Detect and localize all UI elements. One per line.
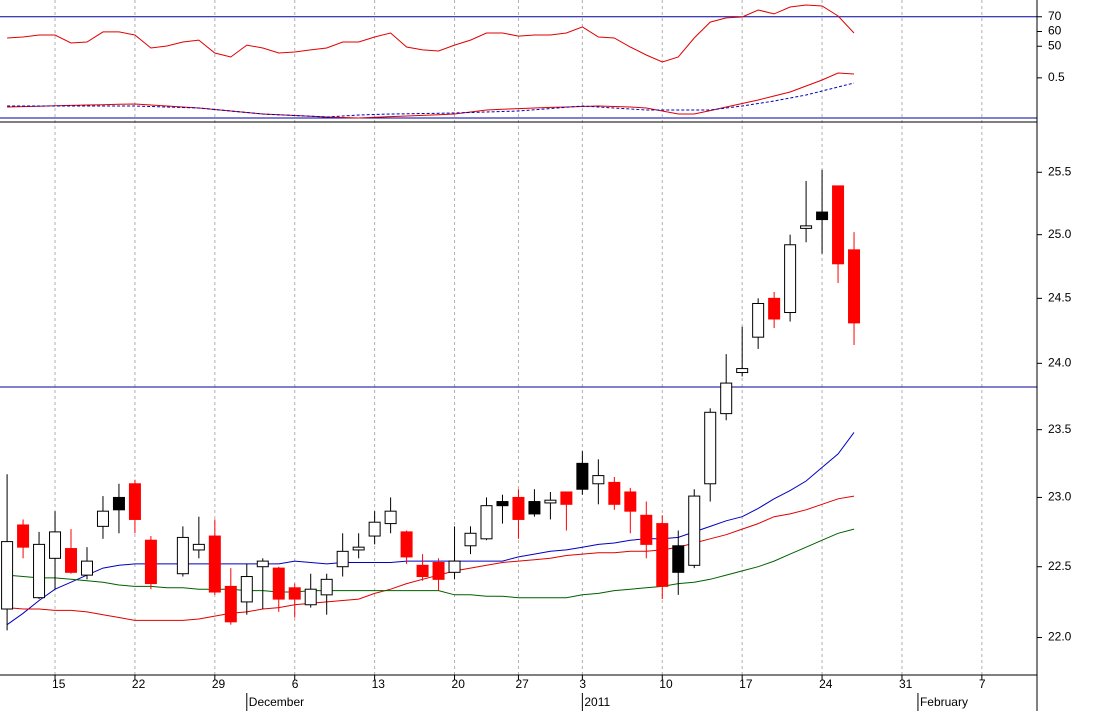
candle-body bbox=[672, 545, 685, 573]
indicator-line bbox=[7, 82, 855, 118]
y-tick-label: 25.0 bbox=[1048, 227, 1072, 241]
month-label: 2011 bbox=[584, 695, 610, 709]
candle-body bbox=[288, 587, 301, 600]
x-tick-label: 24 bbox=[819, 677, 833, 691]
candle-body bbox=[576, 462, 589, 490]
candle-body bbox=[512, 496, 525, 520]
candle-body bbox=[320, 578, 333, 596]
x-tick-label: 7 bbox=[979, 677, 986, 691]
x-tick-label: 6 bbox=[292, 677, 299, 691]
moving-average bbox=[7, 528, 855, 599]
candle-body bbox=[1, 541, 14, 610]
candle-body bbox=[400, 531, 413, 558]
candle-body bbox=[688, 495, 701, 566]
y-tick-label: 23.5 bbox=[1048, 422, 1072, 436]
candle-body bbox=[65, 548, 78, 573]
indicator-line bbox=[7, 4, 855, 63]
candle-body bbox=[224, 585, 237, 623]
x-tick-label: 22 bbox=[132, 677, 146, 691]
candle-body bbox=[272, 567, 285, 600]
y2-tick-label: 0.5 bbox=[1048, 70, 1065, 84]
candle-body bbox=[256, 560, 269, 568]
y-tick-label: 25.5 bbox=[1048, 164, 1072, 178]
candle-body bbox=[656, 523, 669, 587]
candle-body bbox=[752, 302, 765, 338]
candle-body bbox=[736, 368, 749, 374]
candle-body bbox=[624, 491, 637, 512]
candle-body bbox=[384, 510, 397, 525]
candle-body bbox=[640, 514, 653, 545]
candle-body bbox=[448, 560, 461, 573]
x-tick-label: 15 bbox=[52, 677, 66, 691]
x-tick-label: 3 bbox=[579, 677, 586, 691]
x-tick-label: 29 bbox=[212, 677, 226, 691]
x-tick-label: 31 bbox=[899, 677, 913, 691]
candle-body bbox=[336, 550, 349, 568]
x-tick-label: 20 bbox=[452, 677, 466, 691]
candle-body bbox=[192, 543, 205, 551]
month-label: February bbox=[920, 695, 968, 709]
candle-body bbox=[368, 521, 381, 537]
candle-body bbox=[17, 524, 30, 548]
candle-body bbox=[800, 225, 813, 229]
candle-body bbox=[144, 539, 157, 585]
y-tick-label: 50 bbox=[1048, 38, 1062, 52]
candle-body bbox=[608, 481, 621, 505]
candle-body bbox=[560, 491, 573, 505]
candle-body bbox=[128, 483, 141, 520]
candle-body bbox=[480, 505, 493, 540]
candle-body bbox=[49, 531, 62, 559]
candle-body bbox=[304, 588, 317, 606]
moving-average bbox=[7, 495, 855, 621]
candle-body bbox=[544, 499, 557, 504]
candle-body bbox=[416, 564, 429, 578]
y-tick-label: 23.0 bbox=[1048, 490, 1072, 504]
x-tick-label: 17 bbox=[739, 677, 753, 691]
x-tick-label: 10 bbox=[659, 677, 673, 691]
candle-body bbox=[208, 535, 221, 593]
candle-body bbox=[592, 475, 605, 485]
month-label: December bbox=[249, 695, 304, 709]
candle-body bbox=[832, 185, 845, 265]
candle-body bbox=[464, 532, 477, 547]
x-tick-label: 13 bbox=[372, 677, 386, 691]
candle-body bbox=[528, 501, 541, 515]
candle-body bbox=[352, 546, 365, 551]
y-tick-label: 70 bbox=[1048, 9, 1062, 23]
candle-body bbox=[816, 211, 829, 221]
y-tick-label: 22.0 bbox=[1048, 630, 1072, 644]
candle-body bbox=[720, 382, 733, 415]
candle-body bbox=[784, 244, 797, 314]
x-tick-label: 27 bbox=[515, 677, 529, 691]
candle-body bbox=[848, 249, 861, 324]
candle-body bbox=[432, 562, 445, 580]
candle-body bbox=[80, 560, 93, 576]
candle-body bbox=[112, 496, 125, 511]
candle-body bbox=[240, 576, 253, 603]
y-tick-label: 24.5 bbox=[1048, 291, 1072, 305]
candle-body bbox=[176, 536, 189, 575]
candle-body bbox=[768, 297, 781, 320]
candle-body bbox=[704, 411, 717, 485]
candle-body bbox=[96, 510, 109, 527]
candle-body bbox=[496, 501, 509, 507]
y-tick-label: 60 bbox=[1048, 24, 1062, 38]
y-tick-label: 24.0 bbox=[1048, 355, 1072, 369]
candle-body bbox=[33, 543, 46, 599]
y-tick-label: 22.5 bbox=[1048, 559, 1072, 573]
